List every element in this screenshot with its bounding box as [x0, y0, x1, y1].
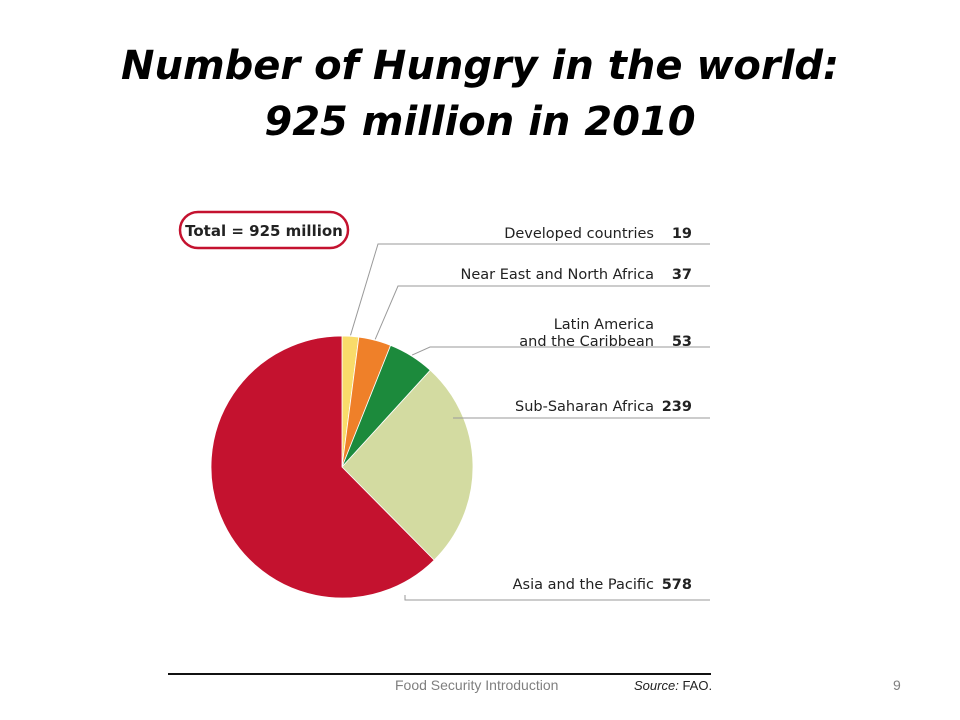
pie-slice-sub-saharan-africa	[341, 369, 474, 561]
slice-labels: Developed countries 19 Near East and North…	[460, 226, 692, 593]
leader-line	[350, 243, 710, 336]
slice-value-label: 578	[662, 577, 692, 593]
source-note: Source: FAO.	[634, 678, 712, 693]
pie-slice-asia-and-the-pacific	[210, 335, 435, 599]
footer-text: Food Security Introduction	[395, 677, 559, 693]
slice-value-label: 53	[672, 334, 692, 350]
total-box: Total = 925 million	[178, 210, 350, 250]
slice-value-label: 239	[662, 399, 692, 415]
slice-label-name: Developed countries	[504, 226, 654, 242]
leader-line	[404, 595, 710, 601]
leader-lines	[350, 243, 710, 601]
slice-label-name: Near East and North Africa	[460, 267, 654, 283]
slice-label-name: Latin America	[554, 317, 654, 333]
slice-value-label: 19	[672, 226, 692, 242]
source-prefix: Source:	[634, 678, 679, 693]
page-number: 9	[893, 677, 901, 693]
pie-slices	[210, 335, 474, 599]
slice-value-label: 37	[672, 267, 692, 283]
total-label: Total = 925 million	[185, 222, 343, 240]
slice-label-name: Sub-Saharan Africa	[515, 399, 654, 415]
slice-label-name: and the Caribbean	[519, 334, 654, 350]
leader-line	[374, 285, 710, 340]
slice-label-name: Asia and the Pacific	[513, 577, 654, 593]
source-text: FAO.	[682, 678, 713, 693]
leader-line	[411, 346, 710, 356]
total-box-border	[178, 210, 350, 250]
slide-title: Number of Hungry in the world: 925 milli…	[121, 43, 839, 145]
